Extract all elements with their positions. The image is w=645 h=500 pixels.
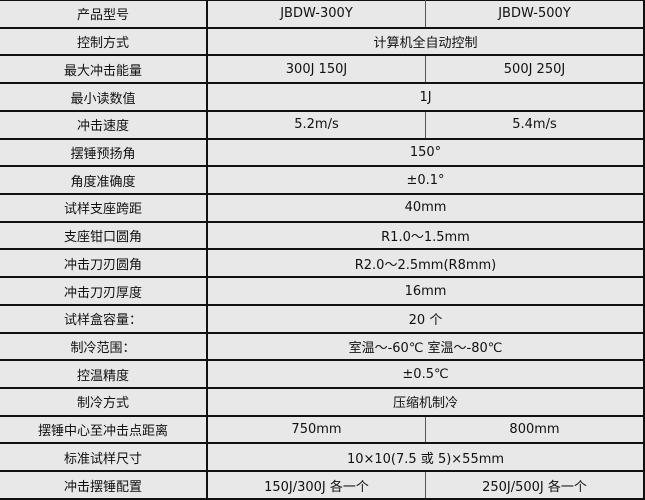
spec-value-500y: 250J/500J 各一个 xyxy=(425,470,645,500)
spec-label: 最大冲击能量 xyxy=(0,54,208,85)
spec-label: 控制方式 xyxy=(0,26,208,57)
spec-value-shared: 1J xyxy=(207,82,645,112)
spec-label: 试样支座跨距 xyxy=(0,193,208,223)
spec-row: 冲击刀刃厚度 16mm xyxy=(0,276,645,306)
spec-label: 制冷方式 xyxy=(0,387,208,417)
spec-label: 角度准确度 xyxy=(0,165,208,196)
spec-label: 制冷范围： xyxy=(0,331,208,362)
spec-label: 冲击刀刃圆角 xyxy=(0,248,208,279)
spec-value-300y: JBDW-300Y xyxy=(207,0,426,29)
spec-row: 制冷范围： 室温～-60℃ 室温～-80℃ xyxy=(0,331,645,362)
spec-row: 试样盒容量： 20 个 xyxy=(0,303,645,334)
spec-label: 标准试样尺寸 xyxy=(0,442,208,473)
spec-value-shared: 计算机全自动控制 xyxy=(207,26,645,57)
spec-value-300y: 750mm xyxy=(207,414,426,445)
spec-label: 冲击摆锤配置 xyxy=(0,470,208,500)
spec-value-shared: 16mm xyxy=(207,276,645,306)
spec-value-300y: 300J 150J xyxy=(207,54,426,85)
spec-value-500y: 5.4m/s xyxy=(425,109,645,140)
spec-label: 产品型号 xyxy=(0,0,208,29)
spec-row: 支座钳口圆角 R1.0～1.5mm xyxy=(0,220,645,251)
spec-row: 最小读数值 1J xyxy=(0,82,645,112)
spec-label: 摆锤中心至冲击点距离 xyxy=(0,414,208,445)
spec-value-shared: 10×10(7.5 或 5)×55mm xyxy=(207,442,645,473)
spec-row: 控温精度 ±0.5℃ xyxy=(0,359,645,390)
spec-label: 摆锤预扬角 xyxy=(0,137,208,168)
spec-row: 冲击摆锤配置 150J/300J 各一个 250J/500J 各一个 xyxy=(0,470,645,500)
spec-value-shared: 压缩机制冷 xyxy=(207,387,645,417)
spec-value-shared: 室温～-60℃ 室温～-80℃ xyxy=(207,331,645,362)
spec-row: 标准试样尺寸 10×10(7.5 或 5)×55mm xyxy=(0,442,645,473)
spec-row: 控制方式 计算机全自动控制 xyxy=(0,26,645,57)
spec-row: 冲击刀刃圆角 R2.0～2.5mm(R8mm) xyxy=(0,248,645,279)
spec-row: 试样支座跨距 40mm xyxy=(0,193,645,223)
spec-label: 支座钳口圆角 xyxy=(0,220,208,251)
spec-label: 冲击速度 xyxy=(0,109,208,140)
spec-row: 产品型号 JBDW-300Y JBDW-500Y xyxy=(0,0,645,29)
spec-value-500y: JBDW-500Y xyxy=(425,0,645,29)
spec-value-shared: ±0.1° xyxy=(207,165,645,196)
spec-value-300y: 150J/300J 各一个 xyxy=(207,470,426,500)
spec-value-shared: 20 个 xyxy=(207,303,645,334)
spec-row: 冲击速度 5.2m/s 5.4m/s xyxy=(0,109,645,140)
spec-label: 最小读数值 xyxy=(0,82,208,112)
spec-row: 摆锤中心至冲击点距离 750mm 800mm xyxy=(0,414,645,445)
spec-value-shared: 40mm xyxy=(207,193,645,223)
spec-value-500y: 800mm xyxy=(425,414,645,445)
spec-row: 角度准确度 ±0.1° xyxy=(0,165,645,196)
spec-value-shared: R2.0～2.5mm(R8mm) xyxy=(207,248,645,279)
spec-value-500y: 500J 250J xyxy=(425,54,645,85)
spec-row: 制冷方式 压缩机制冷 xyxy=(0,387,645,417)
spec-label: 控温精度 xyxy=(0,359,208,390)
spec-value-shared: 150° xyxy=(207,137,645,168)
spec-label: 冲击刀刃厚度 xyxy=(0,276,208,306)
spec-row: 最大冲击能量 300J 150J 500J 250J xyxy=(0,54,645,85)
spec-value-300y: 5.2m/s xyxy=(207,109,426,140)
spec-label: 试样盒容量： xyxy=(0,303,208,334)
spec-row: 摆锤预扬角 150° xyxy=(0,137,645,168)
spec-value-shared: R1.0～1.5mm xyxy=(207,220,645,251)
spec-value-shared: ±0.5℃ xyxy=(207,359,645,390)
